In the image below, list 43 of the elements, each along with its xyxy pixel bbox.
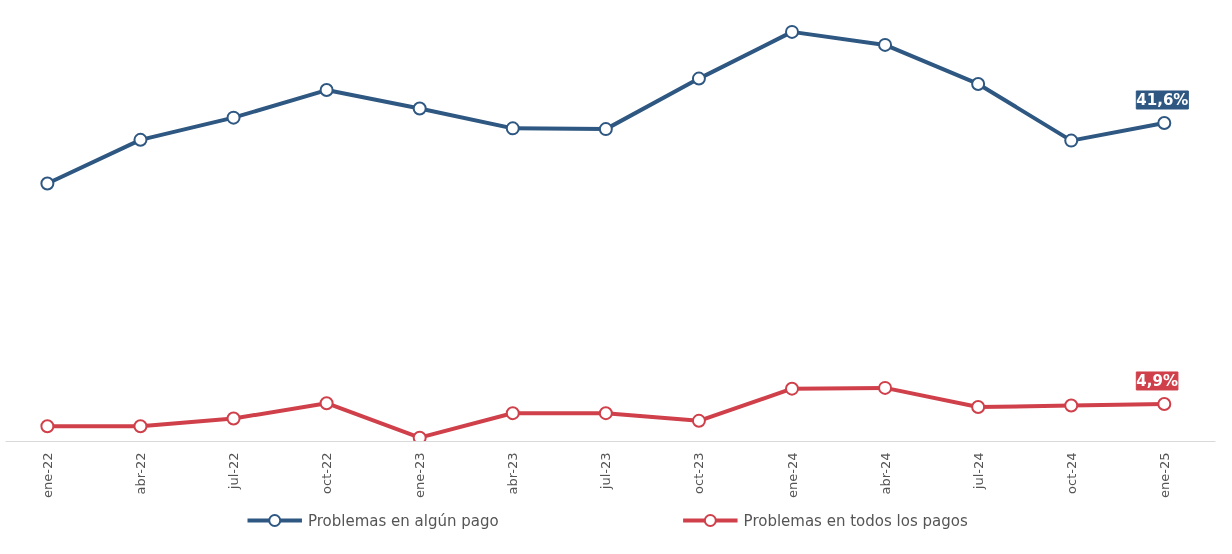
x-tick-label: abr-22 <box>132 452 148 495</box>
point <box>505 121 520 136</box>
point <box>1157 397 1172 411</box>
point <box>878 380 893 395</box>
point <box>319 83 334 98</box>
point <box>691 71 706 86</box>
x-tick-label: oct-22 <box>319 452 335 494</box>
x-tick-label: ene-25 <box>1156 452 1172 498</box>
point <box>133 132 148 147</box>
x-tick-label: oct-23 <box>691 452 707 494</box>
legend-label: Problemas en todos los pagos <box>743 511 968 530</box>
point <box>226 411 241 426</box>
point <box>971 400 986 415</box>
data-label: 4,9% <box>1136 371 1178 390</box>
x-tick-label: jul-24 <box>970 452 986 491</box>
x-tick-label: jul-23 <box>598 452 614 491</box>
point <box>133 419 148 434</box>
point <box>691 413 706 428</box>
x-tick-label: ene-22 <box>39 452 55 498</box>
point <box>40 176 55 191</box>
point <box>505 406 520 421</box>
point <box>1064 133 1079 148</box>
x-tick-label: jul-22 <box>226 452 242 491</box>
x-tick-label: ene-24 <box>784 452 800 498</box>
point <box>785 381 799 396</box>
point <box>878 37 893 52</box>
x-tick-label: oct-24 <box>1063 452 1079 494</box>
point <box>598 122 613 137</box>
x-tick-label: ene-23 <box>412 452 428 498</box>
x-tick-label: abr-24 <box>877 452 893 495</box>
point <box>1064 398 1079 413</box>
point <box>971 76 986 91</box>
point <box>598 406 613 421</box>
point <box>226 110 241 125</box>
point <box>785 24 799 39</box>
point <box>40 419 55 434</box>
x-tick-label: abr-23 <box>505 452 521 495</box>
point <box>319 396 334 411</box>
data-label: 41,6% <box>1136 91 1189 109</box>
point <box>412 101 427 116</box>
point <box>1157 116 1172 130</box>
legend-label: Problemas en algún pago <box>308 511 499 530</box>
point <box>412 430 427 442</box>
